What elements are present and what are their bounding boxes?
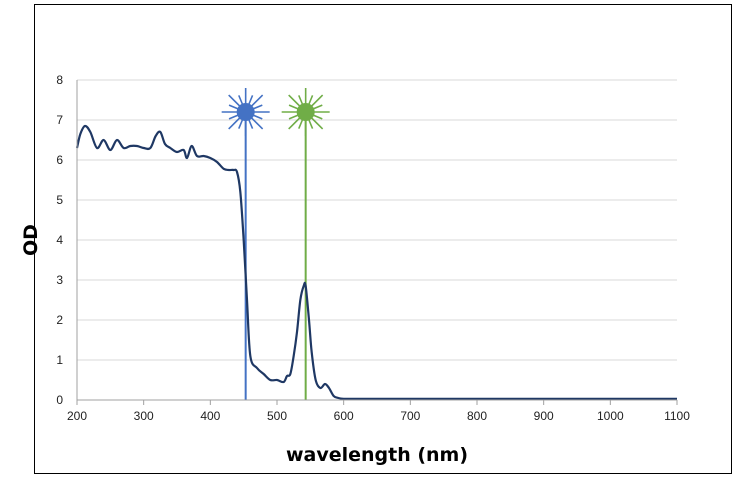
x-axis-title: wavelength (nm)	[286, 444, 468, 466]
axes	[76, 80, 678, 405]
blue-laser-burst-icon	[221, 88, 270, 136]
x-tick-label: 900	[534, 409, 554, 423]
y-tick-label: 6	[56, 153, 63, 167]
y-axis-title: OD	[20, 224, 42, 256]
y-tick-label: 4	[56, 233, 63, 247]
series	[75, 124, 677, 400]
x-tick-label: 800	[467, 409, 487, 423]
grid	[77, 79, 677, 361]
burst-core	[296, 103, 315, 121]
y-tick-label: 1	[56, 353, 63, 367]
x-tick-label: 500	[267, 409, 287, 423]
x-tick-label: 700	[400, 409, 420, 423]
chart-frame	[34, 4, 732, 474]
x-tick-label: 1100	[664, 409, 690, 423]
burst-core	[236, 103, 255, 121]
x-tick-label: 600	[334, 409, 354, 423]
y-tick-label: 7	[56, 113, 63, 127]
y-tick-label: 2	[56, 313, 63, 327]
y-tick-label: 8	[56, 73, 63, 87]
x-tick-label: 300	[134, 409, 154, 423]
y-tick-label: 5	[56, 193, 63, 207]
laser-markers	[221, 88, 330, 400]
x-tick-label: 200	[67, 409, 87, 423]
od-series-line	[75, 124, 677, 400]
x-tick-label: 400	[200, 409, 220, 423]
y-tick-label: 3	[56, 273, 63, 287]
y-tick-label: 0	[56, 393, 63, 407]
x-tick-label: 1000	[597, 409, 624, 423]
tick-labels: 0 1 2 3 4 5 6 7 8 200 300 400 500 600 700 800 900 1000 110…	[56, 73, 690, 423]
green-laser-burst-icon	[281, 88, 330, 136]
